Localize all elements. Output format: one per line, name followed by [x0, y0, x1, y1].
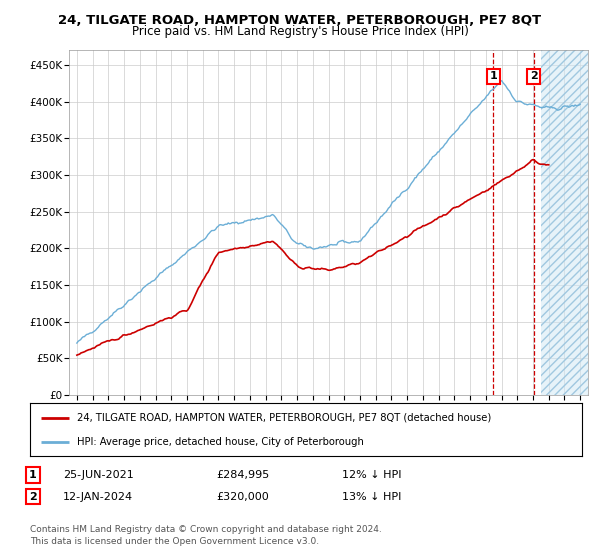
Text: 24, TILGATE ROAD, HAMPTON WATER, PETERBOROUGH, PE7 8QT (detached house): 24, TILGATE ROAD, HAMPTON WATER, PETERBO… — [77, 413, 491, 423]
Text: 1: 1 — [29, 470, 37, 480]
Text: 12% ↓ HPI: 12% ↓ HPI — [342, 470, 401, 480]
Text: 25-JUN-2021: 25-JUN-2021 — [63, 470, 134, 480]
Text: Contains HM Land Registry data © Crown copyright and database right 2024.
This d: Contains HM Land Registry data © Crown c… — [30, 525, 382, 546]
Text: 24, TILGATE ROAD, HAMPTON WATER, PETERBOROUGH, PE7 8QT: 24, TILGATE ROAD, HAMPTON WATER, PETERBO… — [58, 14, 542, 27]
Text: HPI: Average price, detached house, City of Peterborough: HPI: Average price, detached house, City… — [77, 437, 364, 447]
Text: £320,000: £320,000 — [216, 492, 269, 502]
Text: Price paid vs. HM Land Registry's House Price Index (HPI): Price paid vs. HM Land Registry's House … — [131, 25, 469, 38]
Bar — [541, 50, 588, 395]
Text: 13% ↓ HPI: 13% ↓ HPI — [342, 492, 401, 502]
Text: 1: 1 — [490, 71, 497, 81]
Text: £284,995: £284,995 — [216, 470, 269, 480]
Text: 12-JAN-2024: 12-JAN-2024 — [63, 492, 133, 502]
Bar — [541, 50, 588, 395]
Text: 2: 2 — [29, 492, 37, 502]
Text: 2: 2 — [530, 71, 538, 81]
